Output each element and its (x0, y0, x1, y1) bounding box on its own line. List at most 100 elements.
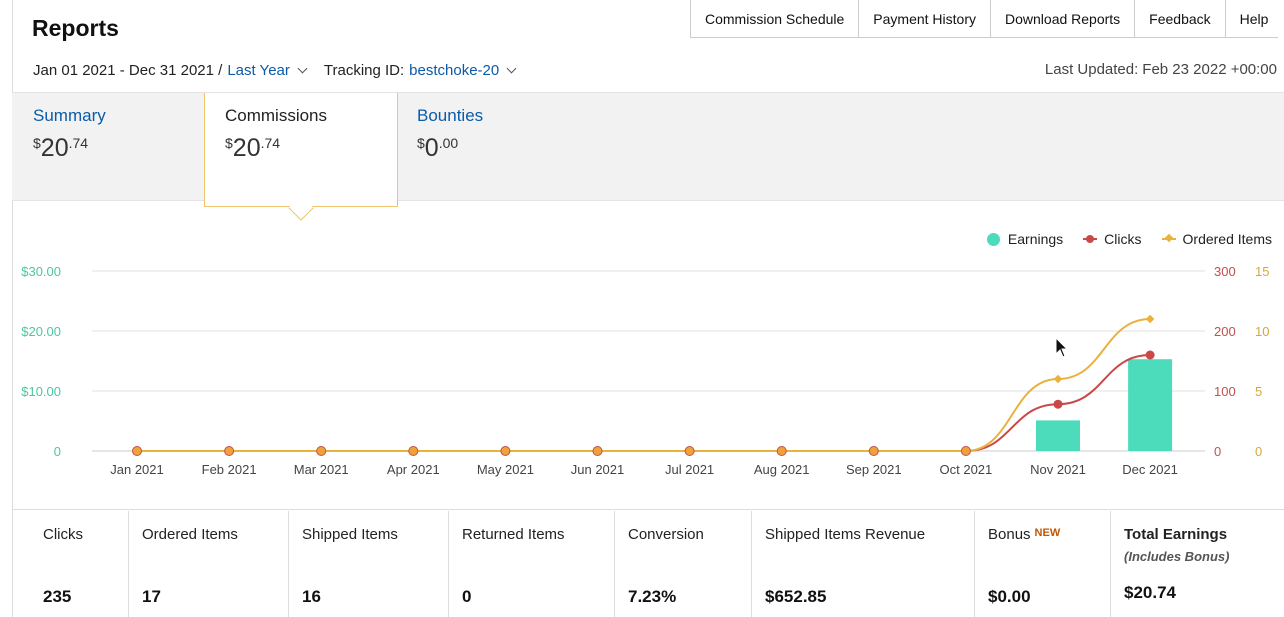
chart-divider (12, 509, 1284, 510)
legend-ordered-items[interactable]: Ordered Items (1161, 231, 1272, 247)
tab-commissions-label: Commissions (225, 106, 328, 125)
commission-schedule-link[interactable]: Commission Schedule (691, 0, 860, 37)
amount-cents: 74 (72, 135, 89, 151)
stat-returned-items: Returned Items 0 (449, 511, 615, 617)
stat-sublabel: (Includes Bonus) (1124, 549, 1230, 564)
earnings-bar (1128, 359, 1173, 451)
tracking-id-dropdown[interactable]: bestchoke-20 (409, 62, 500, 79)
stat-conversion: Conversion 7.23% (615, 511, 752, 617)
stat-label: Returned Items (462, 526, 565, 543)
stat-label: Shipped Items (302, 526, 398, 543)
payment-history-link[interactable]: Payment History (859, 0, 991, 37)
report-tabs: Summary $20.74 Commissions $20.74 Bounti… (12, 92, 1284, 221)
earnings-bar (1036, 420, 1080, 451)
earnings-swatch (986, 232, 1000, 246)
legend-ordered-label: Ordered Items (1182, 231, 1272, 247)
zero-point (592, 446, 603, 456)
y-right-ordered-tick-label: 10 (1255, 324, 1269, 339)
stat-shipped-revenue: Shipped Items Revenue $652.85 (752, 511, 975, 617)
last-updated: Last Updated: Feb 23 2022 +00:00 (1045, 61, 1277, 78)
amount-whole: 0 (424, 134, 439, 162)
stat-value: 0 (462, 587, 472, 606)
x-tick-label: Nov 2021 (1030, 462, 1086, 477)
y-left-tick-label: $30.00 (21, 264, 61, 279)
currency-symbol: $ (225, 135, 233, 151)
stat-total-earnings: Total Earnings (Includes Bonus) $20.74 (1111, 511, 1284, 617)
y-left-tick-label: 0 (54, 444, 61, 459)
stat-label: Total Earnings (1124, 526, 1228, 543)
mouse-cursor-icon (1055, 337, 1069, 358)
download-reports-link[interactable]: Download Reports (991, 0, 1136, 37)
ordered-items-point (1053, 374, 1063, 384)
ordered-items-swatch (1161, 233, 1176, 243)
x-tick-label: Feb 2021 (202, 462, 257, 477)
zero-point (776, 446, 787, 456)
zero-point (408, 446, 419, 456)
tab-summary[interactable]: Summary $20.74 (13, 93, 203, 201)
x-tick-label: Mar 2021 (294, 462, 349, 477)
x-tick-label: Apr 2021 (387, 462, 440, 477)
y-right-ordered-tick-label: 15 (1255, 264, 1269, 279)
currency-symbol: $ (417, 135, 425, 151)
y-left-tick-label: $20.00 (21, 324, 61, 339)
stat-value: 16 (302, 587, 321, 606)
amount-whole: 20 (40, 134, 69, 162)
zero-point (132, 446, 142, 456)
bounties-amount: $0.00 (417, 134, 459, 162)
clicks-point (1145, 350, 1155, 360)
page-title: Reports (32, 15, 119, 41)
earnings-chart: 0 0 0 $10.00 100 5 $20.00 200 10 $30.00 300 15 Jan 2… (21, 264, 1269, 477)
legend-earnings-label: Earnings (1007, 231, 1064, 247)
bonus-label: Bonus (988, 526, 1031, 543)
stats-row: Clicks 235 Ordered Items 17 Shipped Item… (12, 511, 1284, 617)
clicks-swatch (1083, 235, 1098, 243)
feedback-link[interactable]: Feedback (1135, 0, 1226, 37)
stat-value: 7.23% (628, 587, 677, 606)
amount-whole: 20 (232, 134, 261, 162)
x-tick-label: Dec 2021 (1122, 462, 1178, 477)
filter-row: Jan 01 2021 - Dec 31 2021 / Last Year Tr… (33, 62, 517, 79)
stat-value: $0.00 (988, 587, 1031, 606)
chevron-down-icon[interactable] (506, 63, 517, 74)
zero-point (316, 446, 327, 456)
stat-value: 17 (142, 587, 161, 606)
ordered-items-line (137, 318, 1151, 452)
new-badge: NEW (1034, 527, 1061, 539)
tracking-label: Tracking ID: (323, 62, 405, 79)
y-left-tick-label: $10.00 (21, 384, 61, 399)
page-border (12, 0, 1284, 617)
summary-amount: $20.74 (33, 134, 89, 162)
y-right-clicks-tick-label: 0 (1214, 444, 1221, 459)
stat-shipped-items: Shipped Items 16 (289, 511, 449, 617)
y-right-ordered-tick-label: 0 (1255, 444, 1262, 459)
chevron-down-icon[interactable] (297, 63, 308, 74)
y-right-clicks-tick-label: 100 (1214, 384, 1236, 399)
stat-value: $652.85 (765, 587, 827, 606)
stat-clicks: Clicks 235 (12, 511, 129, 617)
stat-ordered-items: Ordered Items 17 (129, 511, 289, 617)
x-tick-label: Jul 2021 (665, 462, 714, 477)
zero-point (960, 446, 971, 456)
legend-earnings[interactable]: Earnings (986, 231, 1064, 247)
tab-bounties[interactable]: Bounties $0.00 (397, 93, 587, 201)
period-dropdown[interactable]: Last Year (227, 62, 290, 79)
legend-clicks[interactable]: Clicks (1083, 231, 1142, 247)
tab-summary-label: Summary (33, 106, 106, 125)
help-link[interactable]: Help (1239, 11, 1269, 27)
x-tick-label: Jan 2021 (110, 462, 164, 477)
clicks-line (137, 354, 1151, 452)
x-tick-label: Oct 2021 (940, 462, 993, 477)
stat-value: $20.74 (1124, 583, 1176, 602)
zero-point (500, 446, 511, 456)
stat-label: Bonus NEW (988, 526, 1110, 543)
chart-legend: Earnings Clicks Ordered Items (967, 231, 1272, 247)
x-tick-label: Aug 2021 (754, 462, 810, 477)
top-nav: Commission Schedule Payment History Down… (690, 0, 1279, 38)
stat-value: 235 (43, 587, 72, 606)
stat-label: Clicks (43, 526, 83, 543)
y-right-clicks-tick-label: 200 (1214, 324, 1236, 339)
zero-point (684, 446, 695, 456)
stat-label: Conversion (628, 526, 704, 543)
tab-commissions[interactable]: Commissions $20.74 (204, 93, 398, 221)
currency-symbol: $ (33, 135, 41, 151)
